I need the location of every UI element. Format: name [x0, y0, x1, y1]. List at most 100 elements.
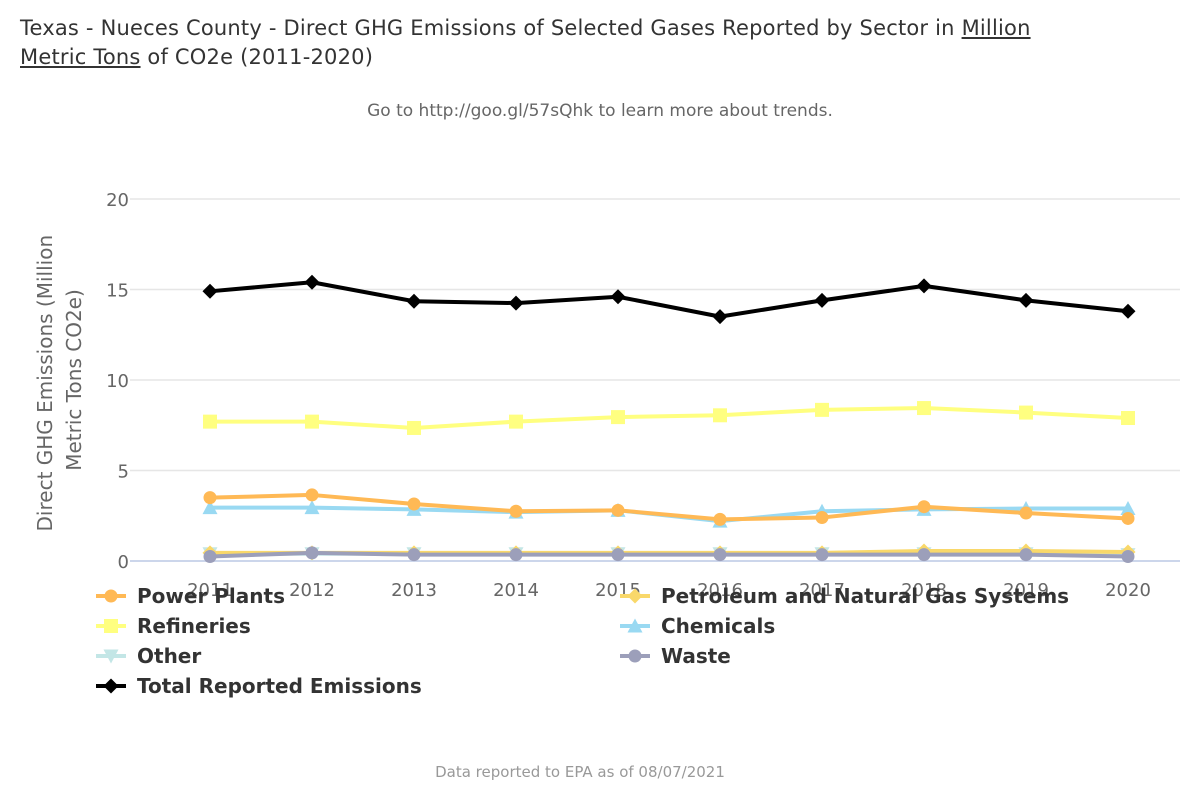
legend-item-refineries[interactable]: Refineries — [96, 614, 251, 638]
data-point-waste[interactable] — [305, 546, 319, 560]
data-point-refineries[interactable] — [917, 401, 931, 416]
data-point-total-reported-emissions[interactable] — [406, 293, 422, 309]
x-axis-ticks: 2011 2012 2013 2014 2015 2016 2017 2018 2019 2020 — [187, 580, 1151, 601]
million-link[interactable]: Million — [961, 16, 1031, 40]
legend-label: Total Reported Emissions — [137, 674, 422, 698]
data-point-refineries[interactable] — [815, 402, 829, 417]
data-point-power-plants[interactable] — [509, 504, 523, 518]
y-tick-label: 5 — [118, 462, 129, 483]
gridlines — [130, 198, 1180, 562]
y-tick-label: 20 — [106, 190, 129, 211]
data-point-waste[interactable] — [407, 548, 421, 562]
series-power-plants — [203, 488, 1135, 526]
series-waste — [203, 546, 1135, 563]
series-line-total-reported-emissions — [208, 280, 1130, 319]
series-line-refineries — [208, 406, 1130, 430]
x-tick-label: 2020 — [1105, 580, 1151, 601]
y-axis-title: Direct GHG Emissions (Million Metric Ton… — [33, 229, 86, 532]
legend-item-total-reported-emissions[interactable]: Total Reported Emissions — [96, 674, 422, 698]
legend-label: Refineries — [137, 614, 251, 638]
data-point-refineries[interactable] — [407, 420, 421, 435]
data-point-power-plants[interactable] — [815, 511, 829, 525]
data-point-total-reported-emissions[interactable] — [814, 292, 830, 308]
legend-symbol-diamond — [103, 678, 119, 694]
legend: Power Plants Petroleum and Natural Gas Sy… — [96, 584, 1069, 698]
data-point-total-reported-emissions[interactable] — [508, 295, 524, 311]
y-tick-label: 10 — [106, 371, 129, 392]
y-axis-title-line-1: Direct GHG Emissions (Million — [33, 235, 57, 532]
chart-title: Texas - Nueces County - Direct GHG Emiss… — [20, 14, 1180, 72]
chart-subtitle: Go to http://goo.gl/57sQhk to learn more… — [367, 101, 833, 121]
data-point-total-reported-emissions[interactable] — [1120, 303, 1136, 319]
data-point-power-plants[interactable] — [611, 503, 625, 517]
x-tick-label: 2013 — [391, 580, 437, 601]
data-point-refineries[interactable] — [305, 414, 319, 429]
y-tick-label: 0 — [118, 552, 129, 573]
data-point-power-plants[interactable] — [1019, 506, 1033, 520]
data-point-waste[interactable] — [509, 548, 523, 562]
data-point-chemicals[interactable] — [202, 500, 218, 515]
data-point-waste[interactable] — [815, 548, 829, 562]
data-point-waste[interactable] — [1121, 549, 1135, 563]
data-point-total-reported-emissions[interactable] — [1018, 292, 1034, 308]
data-point-refineries[interactable] — [509, 414, 523, 429]
data-point-power-plants[interactable] — [407, 497, 421, 511]
data-point-waste[interactable] — [713, 548, 727, 562]
series-line-power-plants — [208, 492, 1130, 522]
data-point-refineries[interactable] — [203, 414, 217, 429]
x-tick-label: 2018 — [901, 580, 947, 601]
x-tick-label: 2014 — [493, 580, 539, 601]
x-tick-label: 2016 — [697, 580, 743, 601]
data-point-refineries[interactable] — [1019, 405, 1033, 420]
series-refineries — [203, 401, 1135, 435]
data-point-waste[interactable] — [611, 548, 625, 562]
legend-symbol-square — [104, 619, 118, 633]
x-tick-label: 2012 — [289, 580, 335, 601]
data-point-refineries[interactable] — [713, 408, 727, 423]
data-point-chemicals[interactable] — [304, 500, 320, 515]
series-line-waste — [208, 550, 1130, 559]
series-total-reported-emissions — [202, 274, 1136, 325]
title-text-2: of CO2e (2011-2020) — [140, 45, 374, 69]
data-point-total-reported-emissions[interactable] — [916, 278, 932, 294]
legend-symbol-diamond — [627, 588, 643, 604]
data-point-waste[interactable] — [917, 548, 931, 562]
title-text-1: Texas - Nueces County - Direct GHG Emiss… — [20, 16, 962, 40]
legend-item-petroleum-and-natural-gas-systems[interactable]: Petroleum and Natural Gas Systems — [620, 584, 1069, 608]
legend-item-waste[interactable]: Waste — [620, 644, 731, 668]
y-tick-label: 15 — [106, 281, 129, 302]
series-group — [202, 274, 1136, 563]
data-point-waste[interactable] — [1019, 548, 1033, 562]
data-point-total-reported-emissions[interactable] — [610, 289, 626, 305]
data-point-refineries[interactable] — [1121, 411, 1135, 426]
data-point-power-plants[interactable] — [917, 500, 931, 514]
data-point-chemicals[interactable] — [1120, 501, 1136, 516]
legend-item-chemicals[interactable]: Chemicals — [620, 614, 775, 638]
legend-symbol-circle — [628, 649, 642, 663]
data-point-total-reported-emissions[interactable] — [712, 309, 728, 325]
metric-tons-link[interactable]: Metric Tons — [20, 45, 141, 69]
data-point-total-reported-emissions[interactable] — [202, 283, 218, 299]
legend-label: Waste — [661, 644, 731, 668]
legend-item-power-plants[interactable]: Power Plants — [96, 584, 285, 608]
legend-symbol-triangle-down — [103, 649, 119, 664]
x-tick-label: 2019 — [1003, 580, 1049, 601]
legend-label: Other — [137, 644, 201, 668]
y-axis-ticks: 0 5 10 15 20 — [106, 190, 129, 573]
y-axis-title-line-2: Metric Tons CO2e) — [62, 289, 86, 471]
data-point-power-plants[interactable] — [1121, 511, 1135, 525]
data-point-refineries[interactable] — [611, 410, 625, 425]
legend-label: Power Plants — [137, 584, 285, 608]
legend-symbol-triangle — [627, 618, 643, 633]
legend-item-other[interactable]: Other — [96, 644, 201, 668]
data-point-power-plants[interactable] — [203, 491, 217, 505]
legend-symbol-circle — [104, 589, 118, 603]
data-point-total-reported-emissions[interactable] — [304, 274, 320, 290]
data-point-power-plants[interactable] — [305, 488, 319, 502]
x-tick-label: 2017 — [799, 580, 845, 601]
data-point-waste[interactable] — [203, 549, 217, 563]
x-tick-label: 2011 — [187, 580, 233, 601]
data-credit: Data reported to EPA as of 08/07/2021 — [435, 763, 725, 781]
data-point-power-plants[interactable] — [713, 512, 727, 526]
